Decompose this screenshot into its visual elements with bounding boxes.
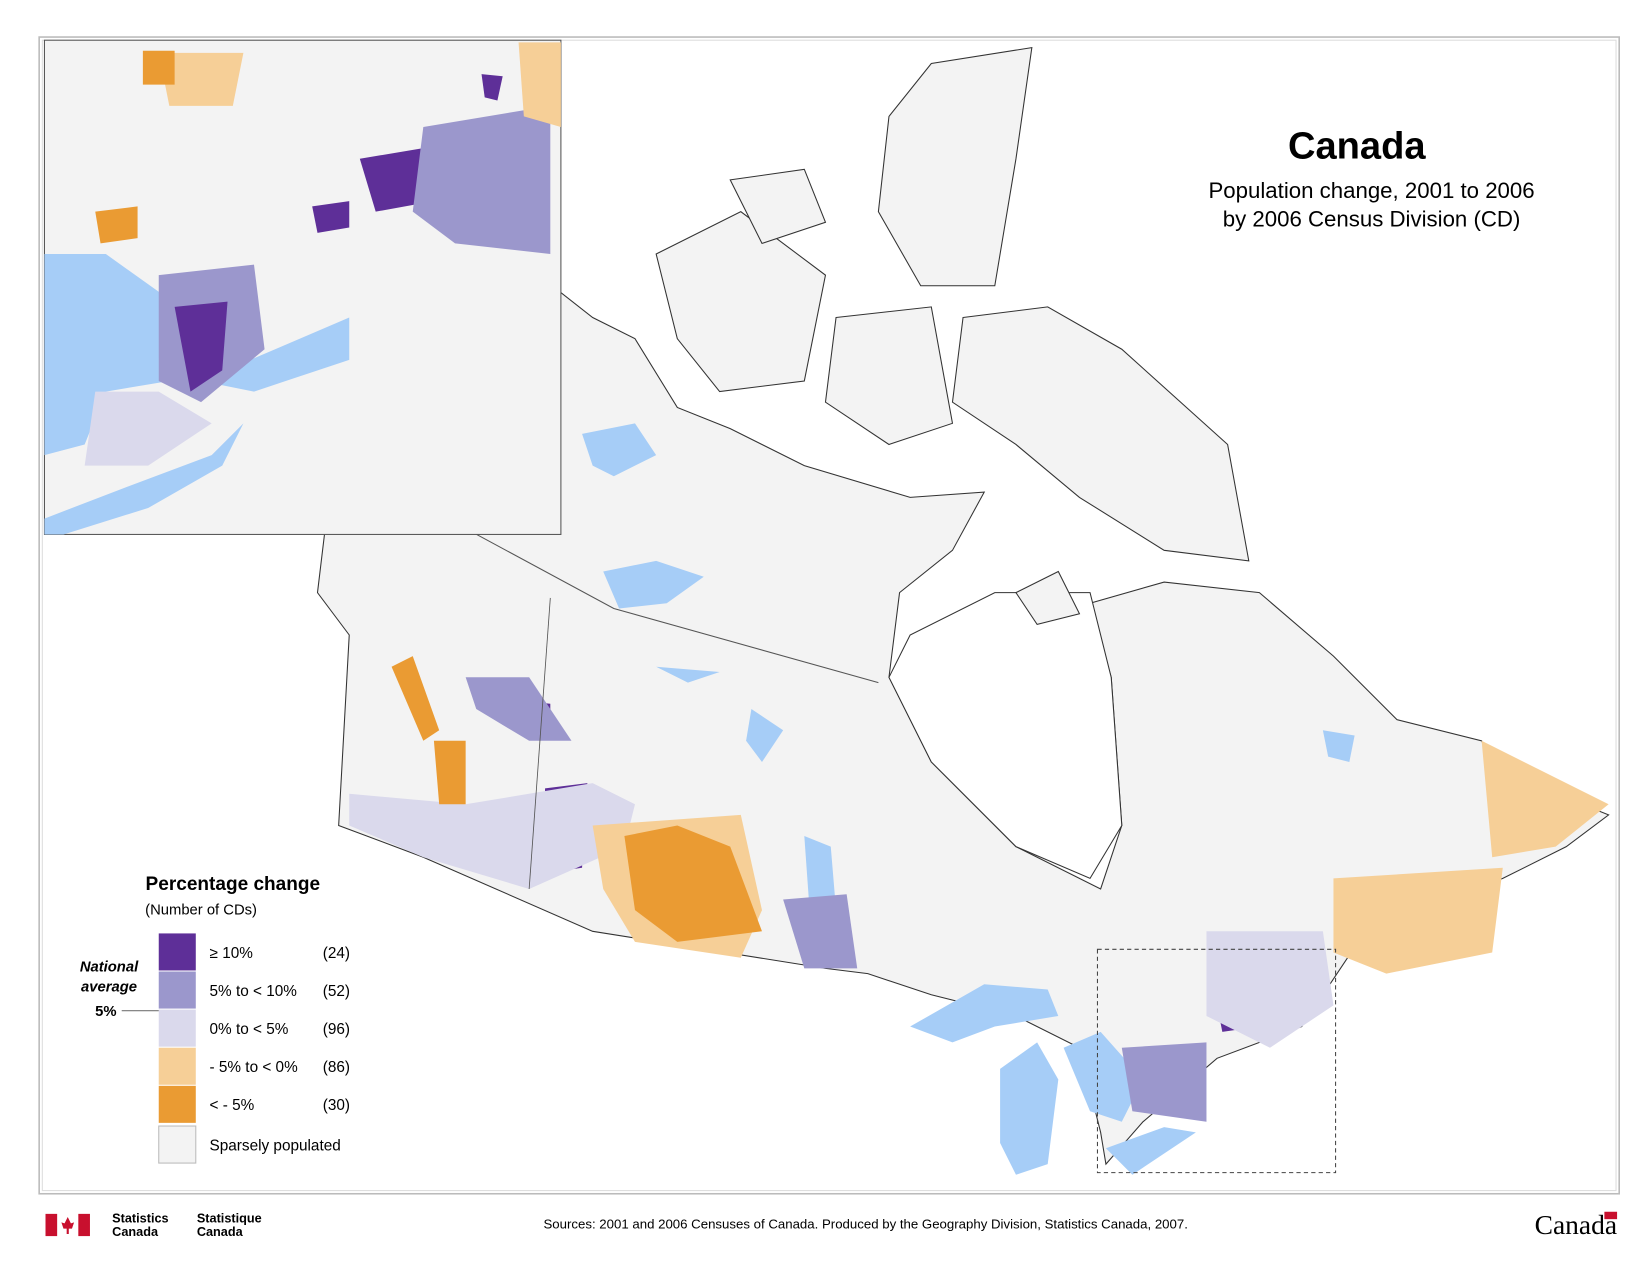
lake — [656, 666, 720, 683]
legend-title: Percentage change — [146, 874, 321, 895]
lake — [1063, 1031, 1143, 1122]
legend-label: Sparsely populated — [210, 1137, 341, 1154]
agency-en: Canada — [112, 1225, 159, 1239]
lake — [1105, 1127, 1196, 1175]
flag-band — [45, 1213, 58, 1237]
arctic-island — [655, 211, 827, 393]
legend-count: (86) — [323, 1059, 350, 1076]
region-mid — [783, 894, 858, 969]
agency-en: Statistics — [112, 1211, 168, 1225]
legend-label: < - 5% — [210, 1097, 255, 1114]
legend-items: ≥ 10% (24) 5% to < 10% (52) 0% to < 5% (96) - … — [158, 933, 350, 1164]
region-low — [1206, 931, 1334, 1048]
arctic-island — [951, 306, 1250, 562]
legend-count: (24) — [323, 945, 350, 962]
lake — [582, 423, 657, 477]
legend-label: ≥ 10% — [210, 945, 254, 962]
inset-lake — [44, 253, 180, 456]
hudson-bay — [888, 592, 1123, 880]
legend-swatch — [158, 1009, 196, 1047]
lake — [910, 984, 1059, 1043]
wordmark: Canada — [1535, 1209, 1617, 1240]
legend-count: (30) — [323, 1097, 350, 1114]
national-average-label: National — [80, 960, 139, 976]
inset-region — [158, 52, 244, 106]
frame-inner — [41, 39, 1617, 1192]
inset-region — [312, 201, 350, 233]
arctic-island — [729, 168, 827, 245]
inset-region — [142, 50, 175, 85]
region-mid — [465, 677, 572, 741]
lake — [1000, 1042, 1059, 1175]
arctic-island — [877, 46, 1033, 287]
region-strong-decline — [433, 740, 466, 805]
legend-swatch — [158, 933, 196, 971]
border — [528, 597, 551, 890]
flag-band — [78, 1213, 90, 1237]
legend-label: 5% to < 10% — [210, 983, 298, 1000]
agency-fr: Canada — [197, 1225, 244, 1239]
legend-subtitle: (Number of CDs) — [145, 902, 257, 918]
inset-region — [174, 301, 228, 392]
region-low — [349, 783, 635, 889]
national-average-value: 5% — [95, 1004, 116, 1020]
legend-swatch — [158, 971, 196, 1009]
statcan-flag — [45, 1213, 90, 1237]
region-strong-decline — [391, 656, 440, 741]
inset-lake — [201, 317, 350, 392]
region-strong-decline — [624, 825, 762, 942]
inset-region — [518, 42, 561, 127]
inset-region — [481, 74, 503, 101]
legend-label: - 5% to < 0% — [210, 1059, 299, 1076]
inset-lake — [44, 423, 244, 535]
inset — [43, 39, 562, 535]
lake — [746, 709, 784, 762]
legend-count: (52) — [323, 983, 350, 1000]
agency-fr: Statistique — [197, 1211, 262, 1225]
lake — [603, 560, 704, 609]
inset-extent — [1096, 948, 1337, 1174]
arctic-island — [824, 306, 954, 446]
flag-leaf — [61, 1217, 75, 1234]
inset-region — [412, 105, 551, 254]
legend-count: (96) — [323, 1021, 350, 1038]
wordmark-flag — [1604, 1211, 1618, 1220]
inset-region — [95, 206, 138, 244]
legend-swatch — [158, 1125, 197, 1164]
sources: Sources: 2001 and 2006 Censuses of Canad… — [543, 1217, 1187, 1232]
region-decline — [1481, 740, 1609, 858]
map-layout: Canada Population change, 2001 to 2006 b… — [38, 36, 1620, 1240]
region-mid — [1121, 1042, 1207, 1122]
legend-swatch — [158, 1047, 196, 1085]
map-subtitle: Population change, 2001 to 2006 — [1208, 178, 1534, 203]
southampton-island — [1015, 570, 1081, 626]
lake — [804, 836, 837, 911]
map-subtitle: by 2006 Census Division (CD) — [1223, 206, 1521, 231]
national-average-label: average — [81, 980, 137, 996]
inset-region — [84, 391, 212, 466]
lake — [1322, 730, 1355, 762]
legend-label: 0% to < 5% — [210, 1021, 289, 1038]
legend-swatch — [158, 1085, 196, 1123]
region-decline — [1333, 867, 1503, 974]
map-title: Canada — [1288, 126, 1426, 168]
